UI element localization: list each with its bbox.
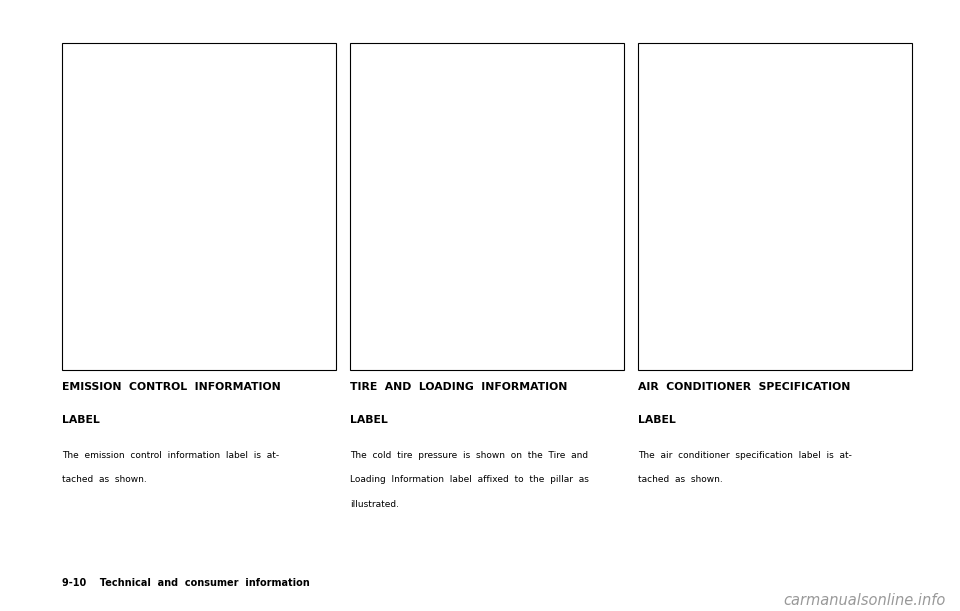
Bar: [223, 125, 247, 144]
Text: TIRE  AND  LOADING  INFORMATION: TIRE AND LOADING INFORMATION: [350, 382, 567, 392]
Text: carmanualsonline.info: carmanualsonline.info: [783, 593, 946, 608]
Text: STI0815: STI0815: [294, 354, 330, 363]
Text: 9-10    Technical  and  consumer  information: 9-10 Technical and consumer information: [62, 578, 310, 588]
Text: The  emission  control  information  label  is  at-: The emission control information label i…: [62, 451, 279, 460]
Text: LABEL: LABEL: [350, 415, 388, 425]
Text: LABEL: LABEL: [62, 415, 100, 425]
Text: illustrated.: illustrated.: [350, 500, 399, 509]
Bar: [62, 43, 336, 370]
Text: tached  as  shown.: tached as shown.: [62, 475, 147, 485]
Text: EMISSION  CONTROL  INFORMATION: EMISSION CONTROL INFORMATION: [62, 382, 281, 392]
Text: AIR  CONDITIONER  SPECIFICATION: AIR CONDITIONER SPECIFICATION: [638, 382, 851, 392]
Bar: [638, 43, 912, 370]
Bar: [763, 125, 787, 144]
Bar: [463, 275, 479, 288]
Text: The  air  conditioner  specification  label  is  at-: The air conditioner specification label …: [638, 451, 852, 460]
Bar: [350, 43, 624, 370]
Text: LABEL: LABEL: [638, 415, 676, 425]
Text: STI0803: STI0803: [870, 354, 906, 363]
Text: STI0494: STI0494: [582, 354, 618, 363]
Text: Loading  Information  label  affixed  to  the  pillar  as: Loading Information label affixed to the…: [350, 475, 589, 485]
Text: tached  as  shown.: tached as shown.: [638, 475, 723, 485]
Text: The  cold  tire  pressure  is  shown  on  the  Tire  and: The cold tire pressure is shown on the T…: [350, 451, 588, 460]
